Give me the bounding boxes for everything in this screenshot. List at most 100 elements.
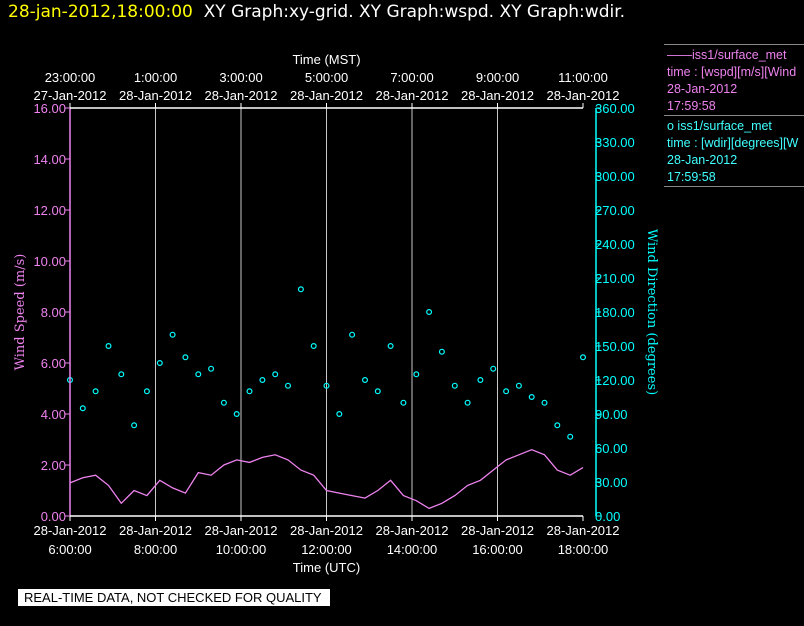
y-right-tick-label: 360.00 (595, 101, 635, 116)
y-left-tick-label: 6.00 (41, 356, 66, 371)
legend-wspd-time: 17:59:58 (667, 99, 716, 113)
y-right-tick-label: 210.00 (595, 271, 635, 286)
x-tick-date-label: 28-Jan-2012 (290, 523, 363, 538)
wind-speed-series-line (69, 449, 584, 510)
legend-wdir-time: 17:59:58 (667, 170, 716, 184)
wind-direction-point (182, 354, 189, 361)
y-right-tick-label: 240.00 (595, 237, 635, 252)
wind-direction-point (208, 365, 215, 372)
top-tick-date-label: 27-Jan-2012 (34, 88, 107, 103)
legend: ——iss1/surface_met time : [wspd][m/s][Wi… (664, 44, 804, 187)
wind-direction-point (310, 343, 317, 350)
x-tick-time-label: 14:00:00 (387, 542, 438, 557)
wind-direction-point (131, 422, 138, 429)
wind-direction-point (169, 331, 176, 338)
x-tick-date-label: 28-Jan-2012 (119, 523, 192, 538)
y-right-tick-label: 150.00 (595, 339, 635, 354)
y-left-tick-label: 16.00 (33, 101, 66, 116)
wind-direction-point (426, 309, 433, 316)
x-tick-date-label: 28-Jan-2012 (34, 523, 107, 538)
y-right-tick-label: 330.00 (595, 135, 635, 150)
wind-direction-point (503, 388, 510, 395)
x-tick-time-label: 12:00:00 (301, 542, 352, 557)
wind-direction-point (285, 382, 292, 389)
wind-direction-point (92, 388, 99, 395)
x-axis-title: Time (UTC) (293, 560, 360, 575)
y-left-tick-label: 12.00 (33, 203, 66, 218)
wind-direction-point (477, 377, 484, 384)
y-right-axis-title: Wind Direction (degrees) (644, 229, 659, 395)
x-tick-time-label: 8:00:00 (134, 542, 177, 557)
wind-direction-point (105, 343, 112, 350)
y-right-tick-label: 120.00 (595, 373, 635, 388)
wind-direction-point (233, 411, 240, 418)
x-tick-time-label: 6:00:00 (48, 542, 91, 557)
top-tick-time-label: 1:00:00 (134, 70, 177, 85)
wind-direction-point (528, 394, 535, 401)
x-tick-date-label: 28-Jan-2012 (376, 523, 449, 538)
top-tick-time-label: 11:00:00 (558, 70, 608, 85)
top-tick-time-label: 5:00:00 (305, 70, 348, 85)
wind-direction-point (579, 354, 586, 361)
wind-direction-point (490, 365, 497, 372)
quality-warning-banner: REAL-TIME DATA, NOT CHECKED FOR QUALITY (18, 589, 330, 606)
top-tick-date-label: 28-Jan-2012 (547, 88, 620, 103)
wind-direction-point (272, 371, 279, 378)
wind-direction-point (143, 388, 150, 395)
legend-wdir-date: 28-Jan-2012 (667, 153, 738, 167)
top-tick-time-label: 3:00:00 (219, 70, 262, 85)
legend-wdir-var: time : [wdir][degrees][W (667, 136, 799, 150)
wind-direction-point (195, 371, 202, 378)
x-tick-date-label: 28-Jan-2012 (461, 523, 534, 538)
y-left-tick-label: 8.00 (41, 305, 66, 320)
wind-direction-point (246, 388, 253, 395)
y-right-tick-label: 300.00 (595, 169, 635, 184)
y-left-tick-label: 14.00 (33, 152, 66, 167)
wind-direction-point (438, 348, 445, 355)
top-tick-date-label: 28-Jan-2012 (119, 88, 192, 103)
x-tick-time-label: 10:00:00 (216, 542, 267, 557)
y-left-tick-label: 0.00 (41, 509, 66, 524)
x-tick-date-label: 28-Jan-2012 (205, 523, 278, 538)
wind-direction-point (79, 405, 86, 412)
wind-direction-point (541, 399, 548, 406)
wind-direction-point (567, 433, 574, 440)
x-tick-time-label: 18:00:00 (558, 542, 609, 557)
x-tick-date-label: 28-Jan-2012 (547, 523, 620, 538)
wind-direction-point (554, 422, 561, 429)
top-tick-date-label: 28-Jan-2012 (205, 88, 278, 103)
header-graph-titles: XY Graph:xy-grid. XY Graph:wspd. XY Grap… (203, 2, 626, 22)
y-right-tick-label: 60.00 (595, 441, 628, 456)
wind-direction-point (349, 331, 356, 338)
x-tick-time-label: 16:00:00 (472, 542, 523, 557)
wind-direction-point (220, 399, 227, 406)
wind-direction-point (156, 360, 163, 367)
top-tick-time-label: 9:00:00 (476, 70, 519, 85)
wind-direction-point (297, 286, 304, 293)
y-right-tick-label: 0.00 (595, 509, 620, 524)
wind-direction-point (323, 382, 330, 389)
legend-wdir-name: o iss1/surface_met (667, 119, 772, 133)
y-left-axis-title: Wind Speed (m/s) (13, 254, 28, 371)
top-tick-date-label: 28-Jan-2012 (461, 88, 534, 103)
wind-direction-point (400, 399, 407, 406)
top-axis-title: Time (MST) (292, 52, 360, 67)
top-tick-time-label: 7:00:00 (390, 70, 433, 85)
wind-direction-point (118, 371, 125, 378)
wind-direction-point (451, 382, 458, 389)
top-tick-date-label: 28-Jan-2012 (376, 88, 449, 103)
header-timestamp: 28-jan-2012,18:00:00 (8, 2, 193, 22)
graph-header: 28-jan-2012,18:00:00 XY Graph:xy-grid. X… (8, 2, 625, 22)
wind-direction-point (515, 382, 522, 389)
y-left-tick-label: 2.00 (41, 458, 66, 473)
top-tick-date-label: 28-Jan-2012 (290, 88, 363, 103)
legend-wspd-date: 28-Jan-2012 (667, 82, 738, 96)
legend-entry-wspd: ——iss1/surface_met time : [wspd][m/s][Wi… (664, 44, 804, 116)
wind-direction-point (464, 399, 471, 406)
y-left-tick-label: 4.00 (41, 407, 66, 422)
wind-direction-point (374, 388, 381, 395)
y-right-tick-label: 90.00 (595, 407, 628, 422)
wind-direction-point (413, 371, 420, 378)
wind-direction-point (336, 411, 343, 418)
